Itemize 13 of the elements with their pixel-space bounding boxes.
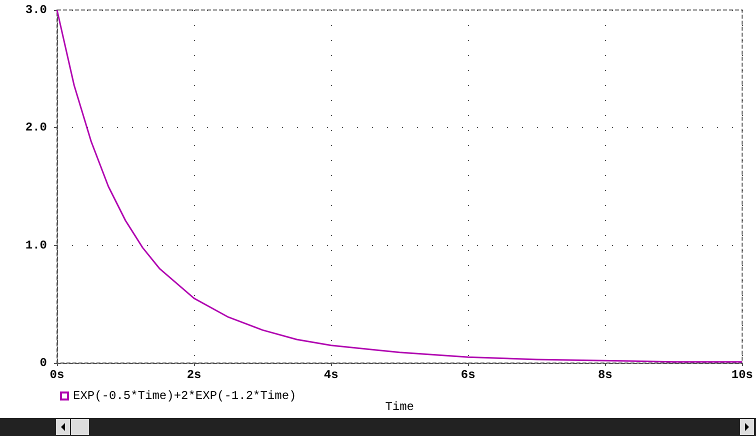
legend-label: EXP(-0.5*Time)+2*EXP(-1.2*Time)	[73, 389, 296, 403]
x-tick-label: 2s	[186, 368, 202, 382]
line-series	[56, 9, 743, 363]
y-tick-label: 0	[40, 356, 47, 370]
x-tick-label: 6s	[460, 368, 476, 382]
y-tick-label: 2.0	[25, 120, 47, 135]
x-tick-label: 8s	[598, 368, 612, 382]
x-tick-label: 4s	[324, 368, 338, 382]
x-axis-title: Time	[385, 400, 414, 414]
y-tick-label: 3.0	[25, 3, 47, 17]
x-tick-label: 10s	[731, 368, 754, 382]
y-tick-label: 1.0	[25, 238, 47, 252]
x-tick-label: 0s	[50, 368, 64, 382]
